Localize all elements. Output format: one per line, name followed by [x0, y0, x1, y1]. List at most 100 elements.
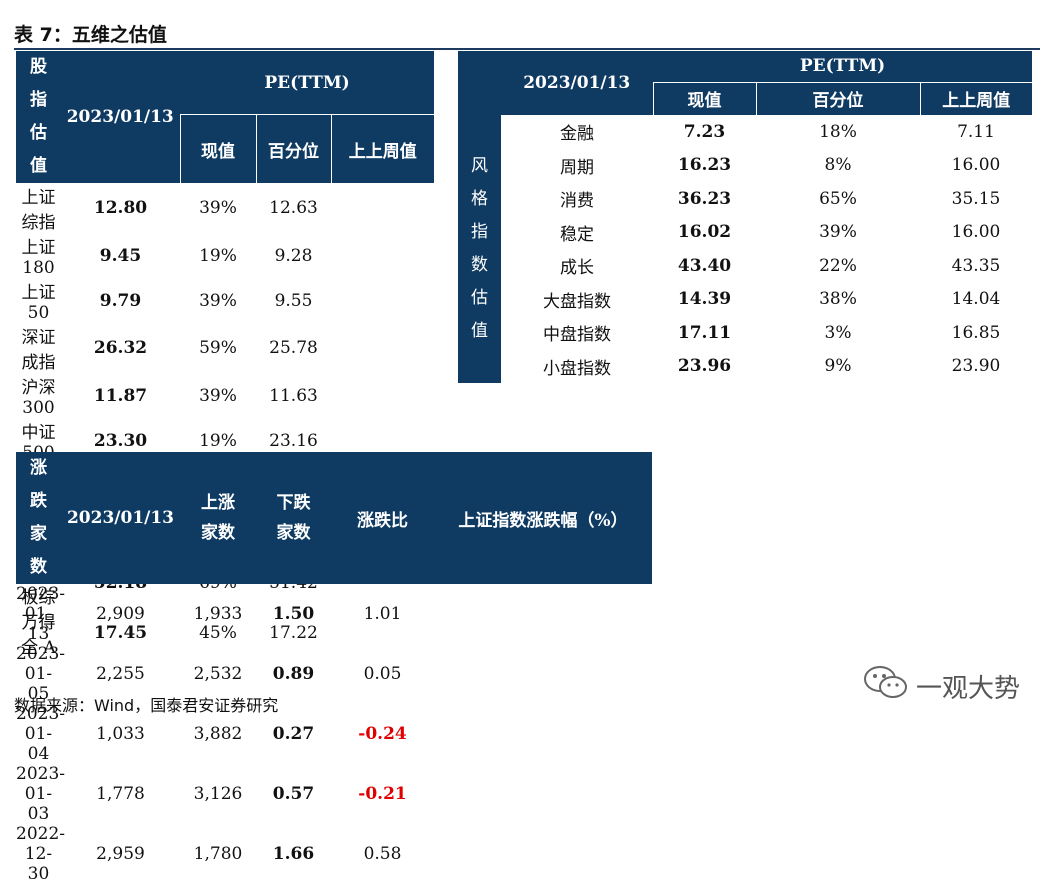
style-prev: 35.15	[951, 188, 1001, 209]
table-row: 周期 16.23 8% 16.00	[458, 149, 1032, 183]
index-prev: 9.28	[274, 245, 313, 266]
table-row: 消费 36.23 65% 35.15	[458, 182, 1032, 216]
index-prev-header: 上上周值	[330, 114, 435, 183]
style-percentile: 22%	[819, 255, 857, 276]
style-name: 稳定	[560, 224, 594, 245]
index-current: 23.30	[93, 430, 148, 451]
index-current: 12.80	[93, 198, 148, 218]
breadth-date: 2023-01-05	[16, 644, 66, 704]
index-current: 9.45	[99, 245, 142, 266]
side-char: 指	[471, 222, 488, 242]
side-char: 涨	[30, 458, 47, 478]
style-percentile: 9%	[824, 356, 852, 377]
breadth-date-header: 2023/01/13	[61, 452, 180, 584]
side-char: 数	[471, 255, 488, 275]
breadth-ratio: 1.50	[272, 604, 315, 624]
index-percentile: 39%	[199, 198, 237, 218]
index-date-header: 2023/01/13	[61, 51, 180, 183]
breadth-change-header: 上证指数涨跌幅（%）	[434, 452, 652, 584]
index-name: 深证成指	[21, 328, 56, 373]
side-char: 估	[30, 123, 47, 143]
style-pe-header: PE(TTM)	[653, 51, 1033, 82]
side-char: 值	[30, 156, 47, 176]
index-prev: 17.22	[269, 623, 318, 643]
table-row: 上证 180 9.45 19% 9.28	[16, 233, 434, 278]
index-prev: 23.16	[269, 430, 318, 451]
side-char: 指	[30, 90, 47, 110]
breadth-change: -0.24	[358, 724, 407, 744]
index-percentile-header: 百分位	[255, 114, 331, 183]
breadth-ratio: 0.57	[272, 784, 315, 804]
style-date-header: 2023/01/13	[501, 51, 653, 115]
side-char: 家	[30, 524, 47, 544]
table-row: 深证成指 26.32 59% 25.78	[16, 323, 434, 373]
index-percentile: 19%	[199, 430, 237, 451]
style-percentile-header: 百分位	[755, 81, 920, 115]
style-name: 消费	[560, 191, 594, 212]
breadth-ratio: 0.89	[272, 664, 315, 684]
index-percentile: 19%	[199, 245, 237, 266]
source-note: 数据来源：Wind，国泰君安证券研究	[14, 696, 279, 715]
breadth-date: 2022-12-30	[16, 824, 66, 884]
style-name: 成长	[560, 258, 594, 279]
table-row: 稳定 16.02 39% 16.00	[458, 216, 1032, 250]
index-current: 9.79	[99, 290, 142, 311]
breadth-ratio: 1.66	[272, 844, 315, 864]
style-prev: 7.11	[957, 121, 995, 142]
breadth-table: 涨跌家数 2023/01/13 上涨 家数 下跌 家数 涨跌比 上证指数涨跌幅（…	[16, 452, 652, 884]
index-percentile: 45%	[199, 623, 237, 643]
table-row: 万得全 A 17.45 45% 17.22	[16, 608, 434, 658]
style-current: 7.23	[683, 121, 726, 142]
style-percentile: 65%	[819, 188, 857, 209]
style-current: 14.39	[677, 289, 732, 310]
breadth-up: 1,778	[96, 784, 145, 804]
style-name: 中盘指数	[543, 325, 611, 346]
index-current: 11.87	[93, 385, 148, 406]
side-char: 数	[30, 557, 47, 577]
style-current-header: 现值	[652, 81, 756, 115]
index-pe-header: PE(TTM)	[180, 51, 435, 115]
index-name: 上证 180	[21, 238, 56, 278]
style-prev: 43.35	[951, 255, 1001, 276]
watermark-text: 一观大势	[916, 674, 1021, 704]
style-side-label: 风格指数估值	[458, 115, 501, 383]
table-row: 小盘指数 23.96 9% 23.90	[458, 350, 1032, 384]
style-percentile: 38%	[819, 289, 857, 310]
title-divider	[14, 48, 1040, 50]
style-current: 17.11	[677, 322, 732, 343]
style-prev: 16.00	[951, 222, 1001, 243]
index-side-label: 股指估值	[16, 51, 61, 183]
style-percentile: 3%	[824, 322, 852, 343]
breadth-change: 0.05	[363, 664, 402, 684]
index-prev: 9.55	[274, 290, 313, 311]
table-title: 表 7：五维之估值	[14, 24, 167, 46]
style-percentile: 18%	[819, 121, 857, 142]
style-name: 周期	[560, 157, 594, 178]
style-name: 金融	[560, 124, 594, 145]
watermark: 一观大势	[862, 664, 1020, 709]
style-percentile: 39%	[819, 222, 857, 243]
breadth-ratio-header: 涨跌比	[331, 452, 434, 584]
index-percentile: 39%	[199, 385, 237, 406]
table-row: 沪深 300 11.87 39% 11.63	[16, 373, 434, 418]
breadth-down-header: 下跌 家数	[256, 452, 331, 584]
table-row: 上证 50 9.79 39% 9.55	[16, 278, 434, 323]
table-row: 2023-01-03 1,778 3,126 0.57 -0.21	[16, 764, 652, 824]
index-percentile: 39%	[199, 290, 237, 311]
side-char: 格	[471, 189, 488, 209]
side-char: 值	[471, 321, 488, 341]
index-prev: 25.78	[269, 338, 318, 358]
style-current: 36.23	[677, 188, 732, 209]
table-row: 大盘指数 14.39 38% 14.04	[458, 283, 1032, 317]
index-current: 26.32	[93, 338, 148, 358]
breadth-up: 2,255	[96, 664, 145, 684]
side-char: 股	[30, 57, 47, 77]
table-row: 风格指数估值 金融 7.23 18% 7.11	[458, 115, 1032, 383]
table-row: 2022-12-30 2,959 1,780 1.66 0.58	[16, 824, 652, 884]
style-current: 43.40	[677, 255, 732, 276]
index-valuation-table: 股指估值 2023/01/13 PE(TTM) 现值 百分位 上上周值 上证综指…	[16, 51, 435, 658]
breadth-side-label: 涨跌家数	[16, 452, 61, 584]
style-name: 大盘指数	[543, 291, 611, 312]
index-prev: 11.63	[269, 385, 318, 406]
style-current: 16.02	[677, 222, 732, 243]
